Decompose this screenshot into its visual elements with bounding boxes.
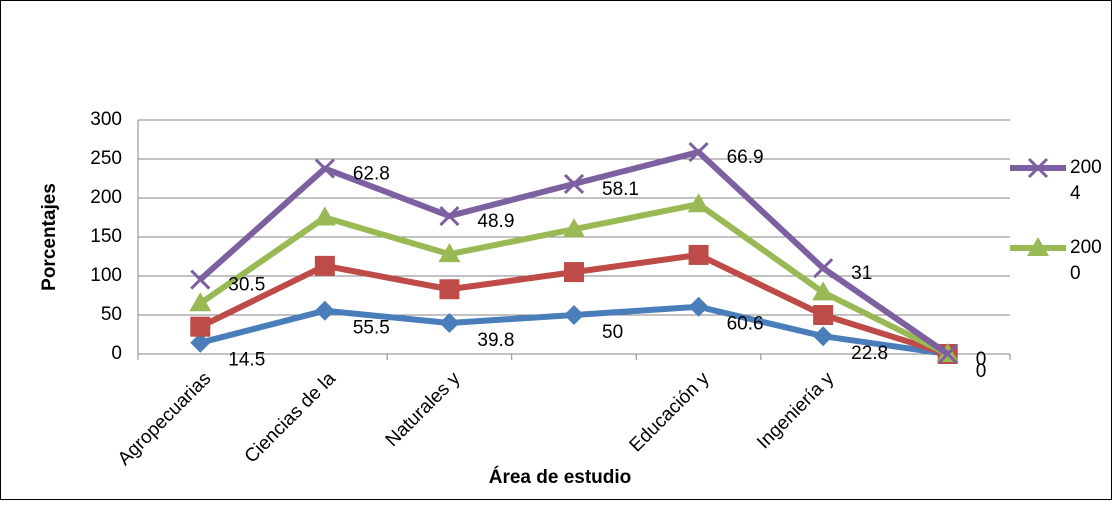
point <box>1027 157 1049 179</box>
point <box>813 326 834 347</box>
data-label: 62.8 <box>353 164 390 185</box>
point <box>190 269 211 290</box>
data-label: 55.5 <box>353 318 390 339</box>
point <box>688 244 709 265</box>
data-label: 30.5 <box>228 275 265 296</box>
point <box>189 292 212 312</box>
data-label: 39.8 <box>477 330 514 351</box>
y-tick-label: 50 <box>101 304 122 325</box>
point <box>564 262 584 283</box>
point <box>190 316 211 337</box>
point <box>1027 237 1049 256</box>
point <box>439 279 460 300</box>
point <box>563 218 585 238</box>
data-label: 14.5 <box>228 350 265 371</box>
point <box>313 206 336 226</box>
point <box>314 158 335 179</box>
point <box>688 141 709 163</box>
point <box>687 193 710 213</box>
point <box>937 343 958 365</box>
y-axis-title: Porcentajes <box>39 183 60 291</box>
legend-label: 200 4 <box>1070 157 1102 204</box>
y-tick-label: 250 <box>90 148 122 169</box>
legend-label-part: 200 <box>1070 237 1102 258</box>
data-label: 31 <box>851 263 872 284</box>
data-label: 48.9 <box>477 211 514 232</box>
point <box>813 305 834 325</box>
point <box>813 258 834 279</box>
legend-label: 200 0 <box>1070 237 1102 284</box>
legend-label-part: 4 <box>1070 183 1081 204</box>
data-label: 0 <box>976 361 987 382</box>
point <box>564 305 584 325</box>
data-label: 58.1 <box>602 179 639 200</box>
data-label: 60.6 <box>727 314 764 335</box>
x-axis-title: Área de estudio <box>489 466 632 488</box>
point <box>439 205 460 227</box>
point <box>314 255 335 276</box>
point <box>563 173 585 194</box>
point <box>438 243 461 263</box>
y-tick-label: 150 <box>90 226 122 247</box>
y-tick-label: 100 <box>90 265 122 286</box>
legend-label-part: 200 <box>1070 157 1102 178</box>
y-tick-label: 300 <box>90 109 122 130</box>
point <box>314 300 335 321</box>
point <box>190 332 211 353</box>
data-label: 66.9 <box>727 147 764 168</box>
point <box>688 296 709 317</box>
data-label: 50 <box>602 322 623 343</box>
data-label: 0 <box>976 349 987 370</box>
point <box>439 312 460 333</box>
data-label: 22.8 <box>851 343 888 364</box>
legend-label-part: 0 <box>1070 263 1081 284</box>
y-tick-label: 200 <box>90 187 122 208</box>
y-tick-label: 0 <box>111 343 122 364</box>
point <box>812 281 835 301</box>
